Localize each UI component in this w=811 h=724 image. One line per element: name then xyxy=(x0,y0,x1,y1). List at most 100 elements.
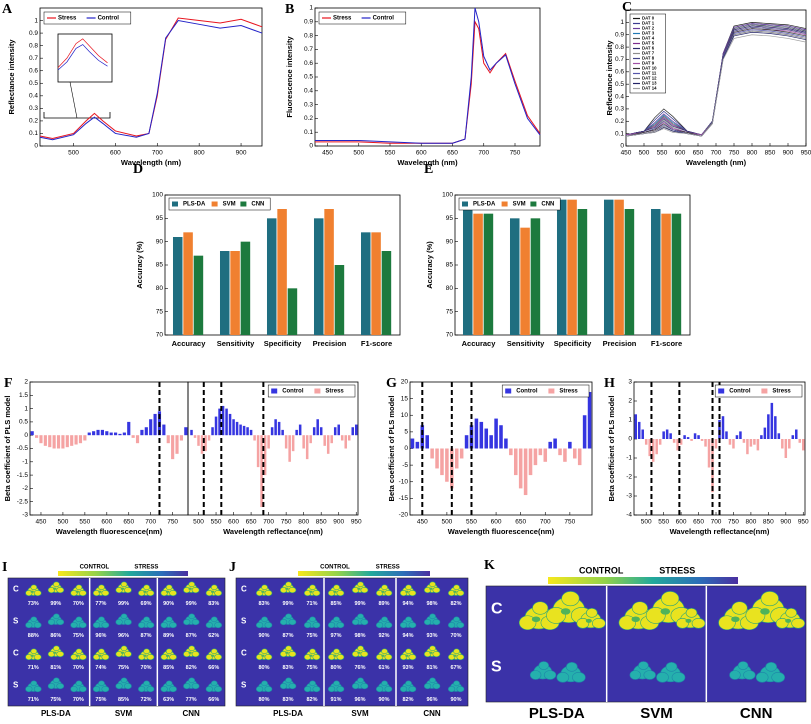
y-tick-label: -4 xyxy=(626,512,632,519)
bar xyxy=(504,438,508,449)
percentage-label: 85% xyxy=(330,601,341,607)
leaf xyxy=(169,686,177,693)
bar xyxy=(464,435,469,449)
percentage-label: 74% xyxy=(95,665,106,671)
bar xyxy=(140,429,144,436)
leaf xyxy=(561,591,580,607)
bar xyxy=(474,418,479,449)
leaf xyxy=(70,686,78,693)
legend-label: CNN xyxy=(251,202,264,208)
leaf xyxy=(400,686,408,693)
percentage-label: 81% xyxy=(426,665,437,671)
bar xyxy=(288,435,291,462)
bar xyxy=(43,435,47,446)
bar xyxy=(603,199,614,335)
leaf xyxy=(453,616,460,623)
leaf xyxy=(312,590,321,597)
bar xyxy=(679,439,683,445)
bar xyxy=(135,435,140,444)
y-tick-label: -2 xyxy=(22,485,28,492)
percentage-label: 72% xyxy=(141,697,152,703)
legend-label: DAT 0 xyxy=(642,16,655,21)
leaf-spot xyxy=(165,590,170,593)
percentage-label: 83% xyxy=(258,601,269,607)
bar xyxy=(344,435,347,449)
legend-label: DAT 14 xyxy=(642,86,657,91)
legend-box xyxy=(168,197,271,211)
x-tick-label: F1-score xyxy=(651,339,682,348)
y-axis-label: Beta coefficient of PLS model xyxy=(387,396,396,502)
leaf xyxy=(357,645,364,652)
x-tick-label: 750 xyxy=(564,519,575,526)
colorbar xyxy=(548,577,738,584)
percentage-label: 86% xyxy=(50,633,61,639)
x-tick-label: 900 xyxy=(780,519,791,526)
y-tick-label: 0.1 xyxy=(615,130,624,137)
x-tick-label: 900 xyxy=(236,150,247,157)
leaf xyxy=(280,683,288,690)
bar xyxy=(351,427,355,436)
x-tick-label: 750 xyxy=(167,519,178,526)
bar xyxy=(274,419,277,436)
leaf-spot xyxy=(143,654,147,657)
column-label: SVM xyxy=(115,709,133,718)
bar xyxy=(295,429,298,436)
colorbar-label: STRESS xyxy=(134,565,158,571)
leaf xyxy=(304,686,312,693)
leaf-spot xyxy=(309,654,313,657)
leaf xyxy=(737,661,749,670)
percentage-label: 70% xyxy=(141,665,152,671)
legend-swatch xyxy=(462,201,468,207)
y-tick-label: 80 xyxy=(446,285,454,292)
bar xyxy=(430,448,434,459)
legend-box xyxy=(458,197,561,211)
bar xyxy=(774,416,777,439)
leaf xyxy=(33,590,42,597)
bar xyxy=(312,427,316,436)
panel-letter: J xyxy=(229,560,236,575)
percentage-label: 87% xyxy=(186,633,197,639)
y-axis-label: Accuracy (%) xyxy=(135,241,144,289)
y-tick-label: -3 xyxy=(626,493,632,500)
leaf xyxy=(98,680,105,687)
x-tick-label: 450 xyxy=(417,519,428,526)
bar xyxy=(637,421,641,439)
bar xyxy=(672,439,676,443)
leaf-spot xyxy=(261,590,265,593)
bar xyxy=(735,435,739,439)
bar xyxy=(655,439,658,455)
bar xyxy=(563,448,567,462)
y-tick-label: 90 xyxy=(156,238,164,245)
row-label: S xyxy=(13,616,19,625)
y-tick-label: 0.5 xyxy=(615,81,624,88)
legend-label: Stress xyxy=(325,389,344,395)
leaf-spot xyxy=(731,616,740,623)
leaf xyxy=(288,619,297,626)
panel-letter: H xyxy=(604,376,615,391)
y-tick-label: 70 xyxy=(446,332,454,339)
bar xyxy=(175,435,179,454)
percentage-label: 90% xyxy=(450,697,461,703)
legend-label: Control xyxy=(373,16,395,22)
leaf xyxy=(376,686,384,693)
bar xyxy=(65,435,69,448)
x-tick-label: 650 xyxy=(447,150,458,157)
y-tick-label: 100 xyxy=(152,192,163,199)
leaf xyxy=(256,622,264,629)
leaf-spot xyxy=(143,590,147,593)
percentage-label: 96% xyxy=(426,697,437,703)
leaf xyxy=(791,618,805,629)
leaf xyxy=(92,686,101,693)
legend-swatch xyxy=(211,201,218,207)
line-series xyxy=(625,30,807,137)
y-tick-label: 0.6 xyxy=(29,67,38,74)
leaf xyxy=(429,677,436,684)
leaf xyxy=(429,613,436,620)
percentage-label: 93% xyxy=(426,633,437,639)
leaf-spot xyxy=(531,616,541,623)
leaf xyxy=(360,619,369,626)
leaf xyxy=(333,648,340,655)
percentage-label: 80% xyxy=(330,665,341,671)
bar xyxy=(788,439,791,449)
bar xyxy=(281,429,284,436)
